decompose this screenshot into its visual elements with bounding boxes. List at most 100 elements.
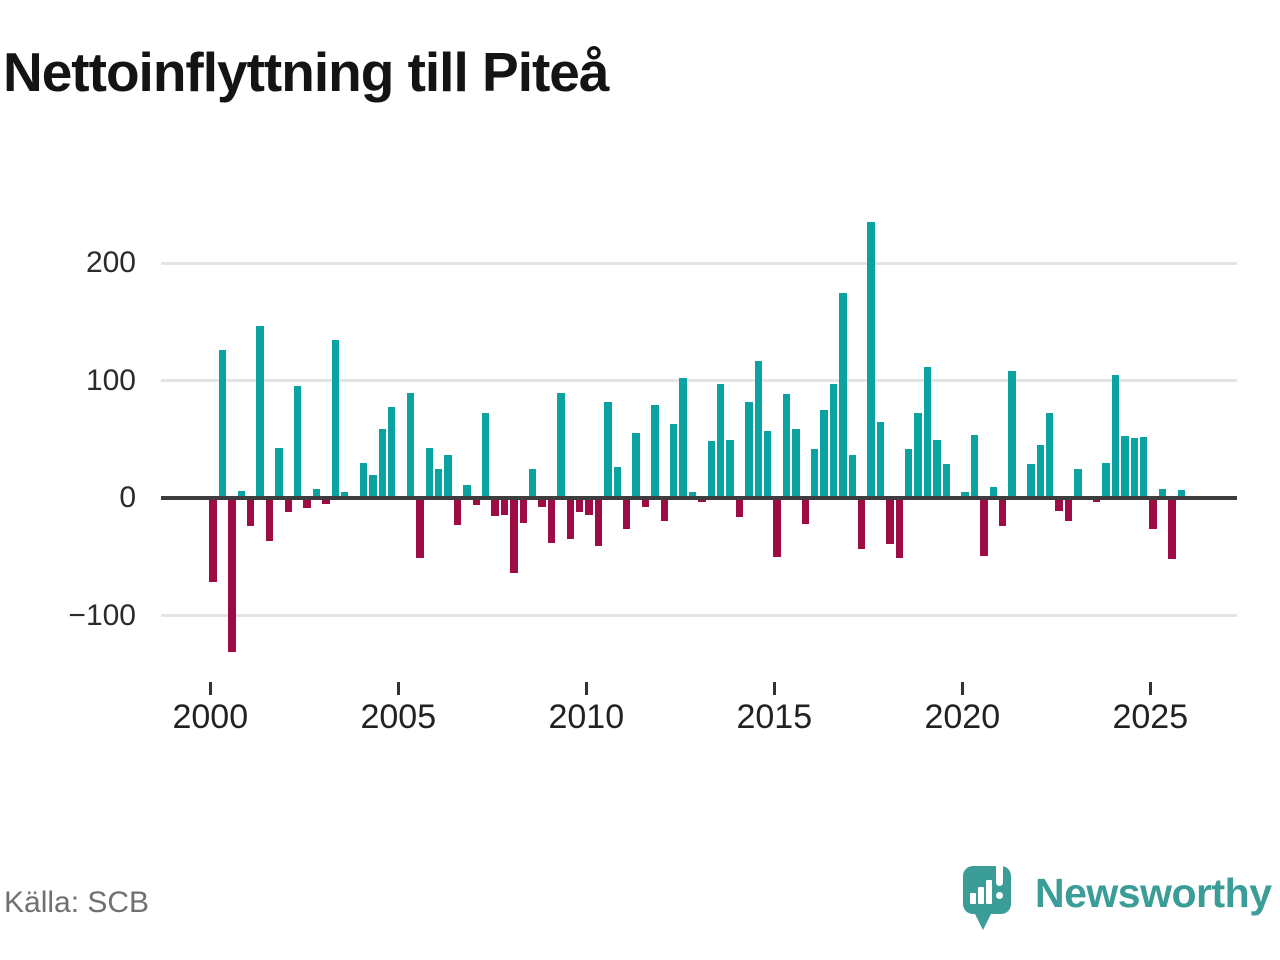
bar [406, 392, 415, 499]
bar [256, 325, 264, 499]
x-axis-tick [584, 682, 588, 695]
logo-minibar-icon [986, 880, 992, 904]
bar [481, 412, 490, 499]
bar [622, 498, 631, 529]
bar [228, 498, 236, 653]
bar [810, 448, 819, 499]
bar [1074, 468, 1082, 499]
bar [735, 498, 744, 518]
bar [510, 498, 518, 574]
bar [895, 498, 903, 559]
bar [1111, 374, 1120, 499]
bar [538, 498, 546, 507]
bar [857, 498, 866, 549]
bar [594, 498, 603, 547]
bar [340, 492, 349, 499]
logo-minibar-icon [978, 887, 984, 904]
logo-speech-bubble-icon [963, 860, 1011, 914]
gridline [161, 261, 1237, 265]
x-axis-tick [208, 682, 212, 695]
bar [472, 498, 480, 506]
bar [829, 384, 838, 499]
bar [1121, 436, 1129, 499]
logo-wordmark: Newsworthy [1035, 870, 1272, 916]
bar [989, 486, 997, 499]
bar [519, 498, 527, 523]
bar [933, 439, 941, 499]
bar [275, 447, 283, 499]
bar [1055, 498, 1063, 512]
bar [773, 498, 781, 558]
bar [237, 491, 245, 499]
bar [716, 384, 725, 499]
bar [632, 432, 640, 499]
gridline [161, 379, 1237, 383]
bar [867, 222, 875, 499]
bar [265, 498, 274, 541]
bar [1177, 490, 1185, 499]
x-axis-label: 2015 [736, 698, 813, 736]
bar [1139, 437, 1148, 499]
bar [444, 454, 452, 499]
bar [970, 434, 979, 499]
bar [1149, 498, 1157, 529]
bar [378, 428, 386, 499]
bar [359, 463, 368, 499]
bar [782, 393, 791, 499]
bar [425, 447, 433, 499]
x-axis-tick [396, 682, 400, 695]
bar [331, 339, 339, 499]
gridline [161, 614, 1237, 618]
bar [284, 498, 292, 513]
bar [923, 366, 932, 499]
bar [1064, 498, 1073, 521]
x-axis-tick [1148, 682, 1152, 695]
bar [1008, 371, 1016, 499]
bar [876, 421, 885, 499]
x-axis-label: 2005 [360, 698, 437, 736]
bar [651, 405, 659, 499]
bar [942, 464, 950, 499]
bar [1102, 463, 1110, 499]
bar [312, 488, 321, 499]
newsworthy-logo: Newsworthy [963, 858, 1273, 938]
bar [707, 440, 715, 499]
bar [669, 424, 678, 499]
bar [246, 498, 255, 527]
bar [303, 498, 311, 508]
bar [613, 466, 621, 499]
bar [434, 468, 443, 499]
x-axis-label: 2025 [1112, 698, 1189, 736]
y-axis-label: −100 [68, 598, 136, 632]
logo-minibar-icon [970, 893, 976, 904]
source-note: Källa: SCB [4, 886, 150, 919]
bar [463, 485, 471, 499]
bar [1036, 445, 1044, 499]
bar [904, 448, 913, 499]
bar [566, 498, 574, 540]
bar [218, 350, 227, 499]
y-axis-label: 200 [85, 246, 136, 280]
bar [209, 498, 217, 582]
bar [604, 401, 612, 499]
bar [322, 498, 330, 505]
y-axis-label: 0 [119, 481, 136, 515]
bar [1130, 438, 1138, 499]
bar [763, 431, 772, 499]
bar [998, 498, 1007, 527]
bar [754, 360, 762, 499]
x-axis-tick [772, 682, 776, 695]
bar [416, 498, 424, 559]
bar [679, 378, 687, 499]
bar [528, 468, 537, 499]
x-axis-label: 2000 [172, 698, 249, 736]
bar [1158, 488, 1167, 499]
bar [585, 498, 593, 515]
bar [491, 498, 499, 516]
bar [792, 428, 800, 499]
zero-axis-line [161, 496, 1237, 501]
x-axis-label: 2010 [548, 698, 625, 736]
bar [726, 439, 734, 499]
page-title: Nettoinflyttning till Piteå [3, 41, 609, 103]
